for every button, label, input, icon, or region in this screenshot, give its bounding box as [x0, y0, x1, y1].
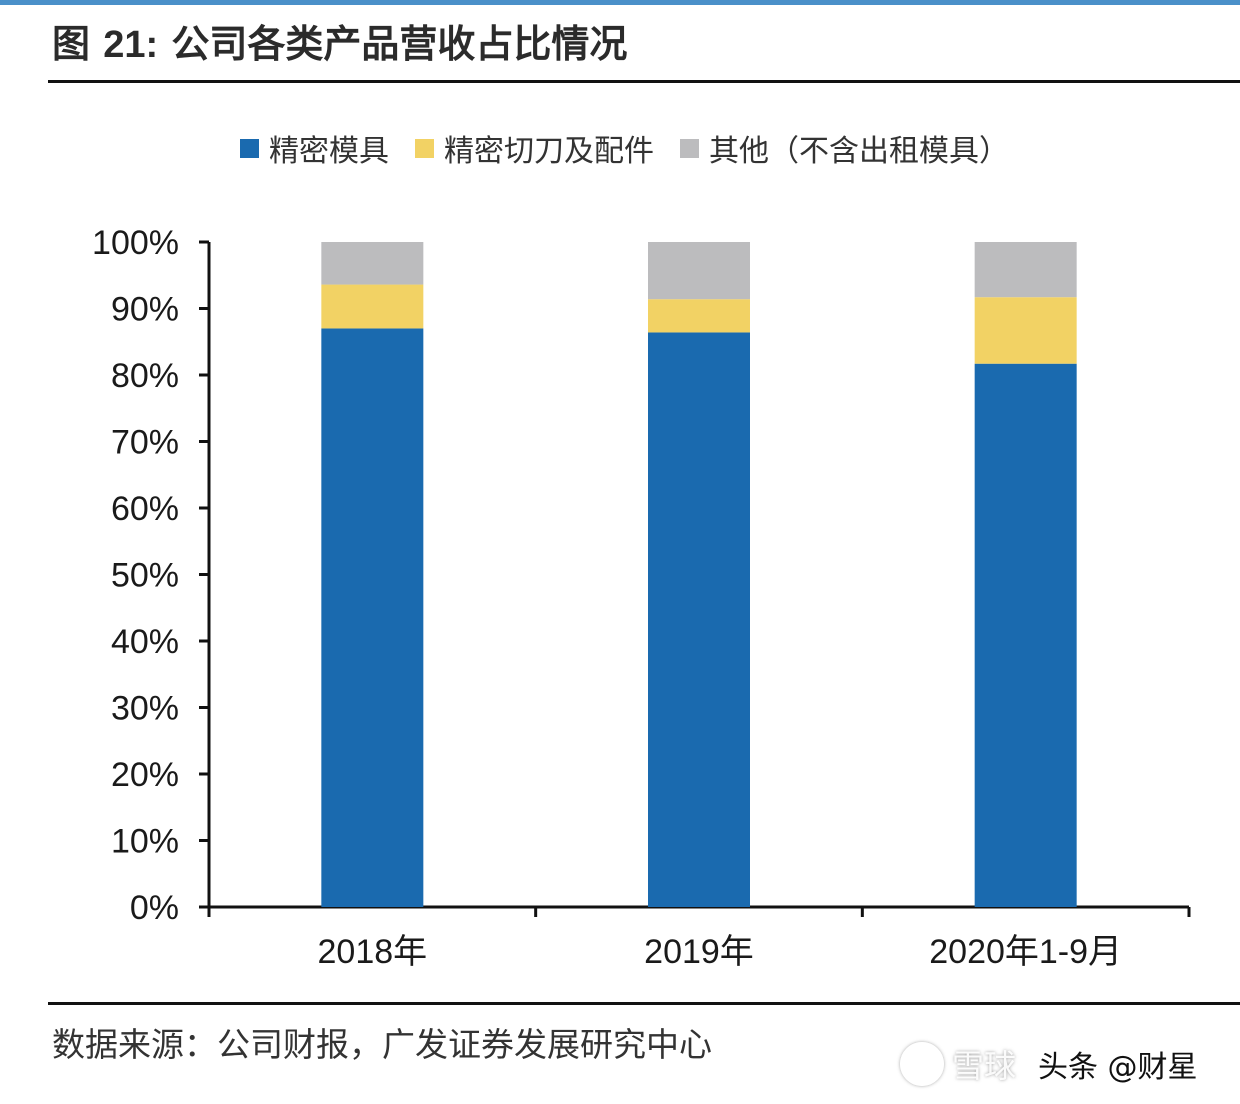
- y-tick-label: 70%: [111, 424, 179, 462]
- legend-swatch-other: [680, 138, 699, 158]
- y-tick-label: 90%: [111, 291, 179, 329]
- bar-segment-precision-mold: [648, 332, 750, 907]
- legend-item-other: 其他（不含出租模具）: [680, 126, 1009, 170]
- y-tick-label: 30%: [111, 690, 179, 728]
- snowball-logo-icon: [900, 1042, 944, 1086]
- legend-label-precision-mold: 精密模具: [269, 134, 389, 169]
- y-tick-label: 10%: [111, 823, 179, 861]
- bar-segment-cutter-parts: [648, 299, 750, 333]
- source-note: 数据来源：公司财报，广发证券发展研究中心: [52, 1025, 712, 1064]
- watermark-primary: 雪球: [952, 1047, 1017, 1085]
- x-category-label: 2018年: [318, 933, 428, 971]
- stacked-bar-chart: 0% 10% 20% 30% 40% 50% 60% 70% 80% 90% 100% 2018年 20…: [92, 224, 1191, 971]
- y-tick-label: 20%: [111, 756, 179, 794]
- figure-label: 图: [52, 21, 91, 66]
- legend-swatch-cutter-parts: [415, 138, 434, 158]
- figure-title-text: 公司各类产品营收占比情况: [171, 21, 628, 66]
- bar-segment-other: [321, 242, 424, 285]
- legend-swatch-precision-mold: [240, 138, 259, 158]
- legend-item-precision-mold: 精密模具: [240, 126, 389, 170]
- legend-label-other: 其他（不含出租模具）: [709, 134, 1009, 169]
- chart-legend: 精密模具 精密切刀及配件 其他（不含出租模具）: [240, 126, 1009, 170]
- bar-segment-precision-mold: [321, 328, 424, 907]
- x-category-label: 2020年1-9月: [929, 933, 1122, 971]
- source-divider: [48, 1002, 1240, 1005]
- x-category-label: 2019年: [644, 933, 754, 971]
- legend-item-cutter-parts: 精密切刀及配件: [415, 126, 654, 170]
- figure-number: 21:: [103, 24, 159, 66]
- y-tick-label: 0%: [130, 889, 179, 927]
- figure-title: 图 21: 公司各类产品营收占比情况: [52, 14, 627, 74]
- y-tick-label: 40%: [111, 623, 179, 661]
- watermark-secondary: 头条 @财星: [1038, 1050, 1198, 1085]
- bar-segment-cutter-parts: [321, 284, 424, 329]
- y-tick-label: 80%: [111, 357, 179, 395]
- watermark: 雪球 头条 @财星: [900, 1036, 1198, 1092]
- y-tick-label: 50%: [111, 557, 179, 595]
- y-tick-label: 60%: [111, 490, 179, 528]
- bar-segment-precision-mold: [974, 363, 1077, 907]
- bar-segment-other: [974, 242, 1077, 298]
- bar-segment-other: [648, 242, 750, 300]
- top-accent-rule: [0, 0, 1240, 5]
- bar-segment-cutter-parts: [974, 297, 1077, 364]
- title-divider: [48, 80, 1240, 83]
- y-tick-label: 100%: [92, 224, 179, 262]
- legend-label-cutter-parts: 精密切刀及配件: [444, 134, 654, 169]
